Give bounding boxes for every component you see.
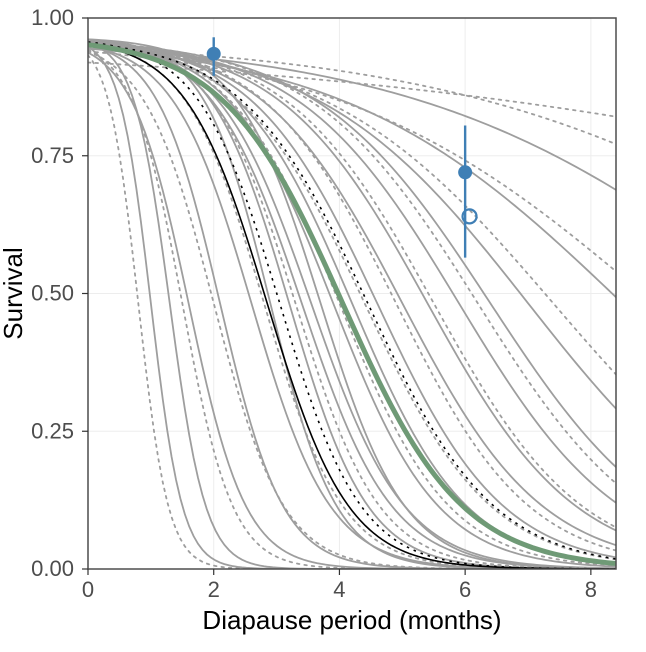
svg-text:8: 8 (585, 577, 597, 602)
svg-text:Diapause period (months): Diapause period (months) (202, 605, 501, 635)
svg-text:6: 6 (459, 577, 471, 602)
svg-text:0.25: 0.25 (31, 418, 74, 443)
svg-text:0.75: 0.75 (31, 143, 74, 168)
svg-text:0.50: 0.50 (31, 281, 74, 306)
svg-text:4: 4 (333, 577, 345, 602)
survival-chart-container: 0 2 4 6 8 0.00 0.25 0.50 0.75 1.00 Diapause period… (0, 0, 646, 652)
svg-text:2: 2 (208, 577, 220, 602)
svg-text:Survival: Survival (0, 247, 28, 339)
svg-text:1.00: 1.00 (31, 5, 74, 30)
survival-chart: 0 2 4 6 8 0.00 0.25 0.50 0.75 1.00 Diapause period… (0, 0, 646, 647)
svg-text:0.00: 0.00 (31, 556, 74, 581)
svg-text:0: 0 (82, 577, 94, 602)
